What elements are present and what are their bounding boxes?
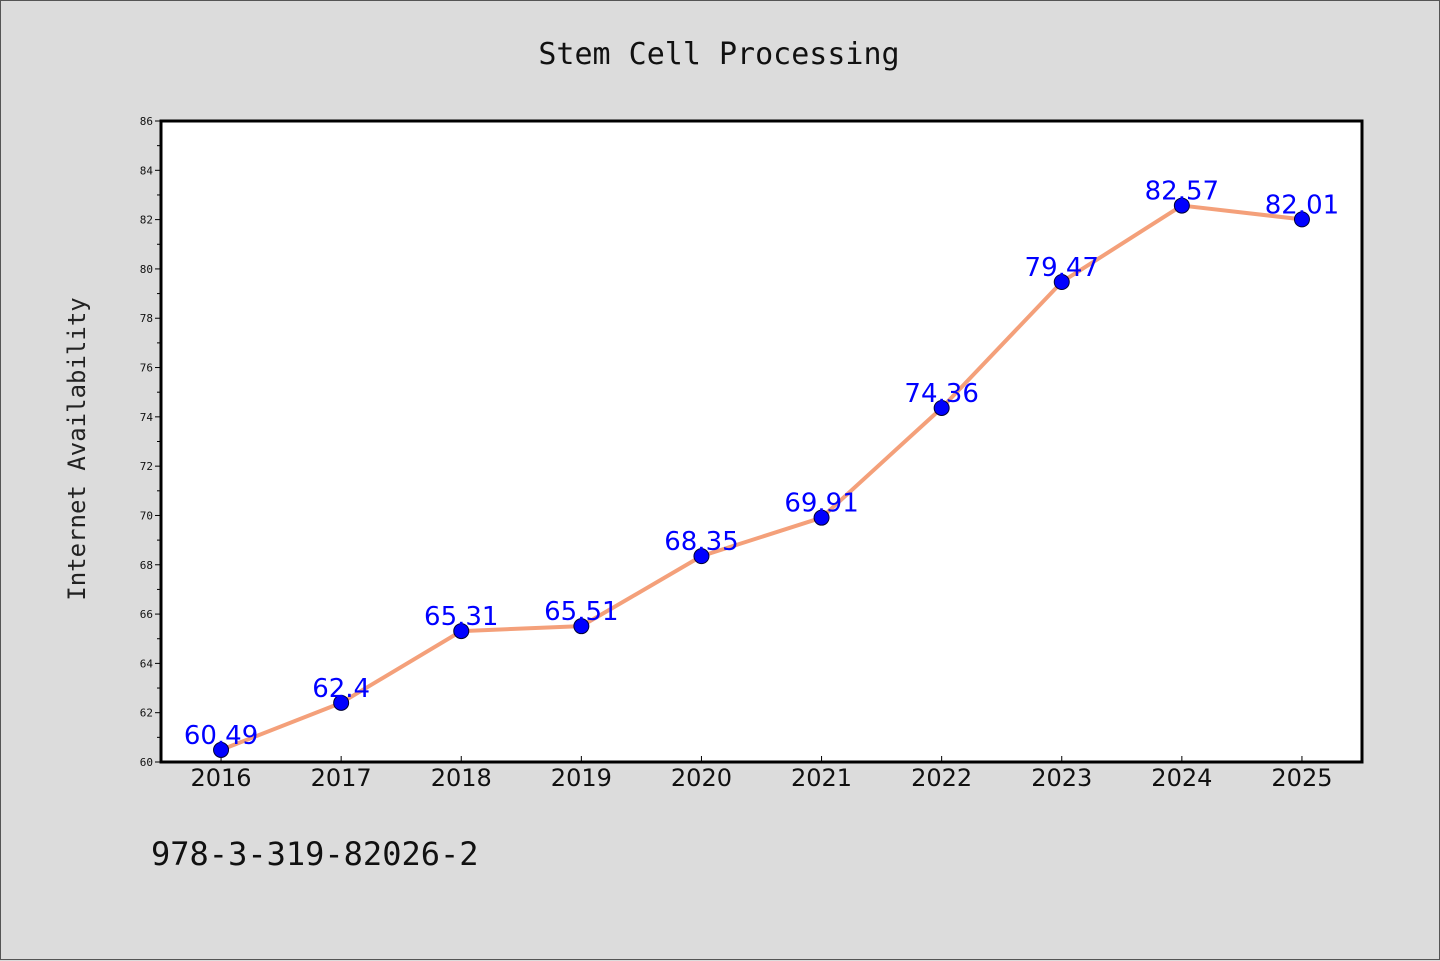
data-label: 62.4 bbox=[312, 674, 370, 704]
series-line bbox=[219, 203, 1304, 752]
y-tick-label: 80 bbox=[140, 263, 153, 276]
series-layer: 60.49 62.4 65.31 65.51 68.35 69.91 74.36 79.47 8… bbox=[184, 177, 1339, 758]
data-label: 69.91 bbox=[784, 489, 858, 519]
data-label: 82.01 bbox=[1265, 190, 1339, 220]
data-label: 68.35 bbox=[664, 527, 738, 557]
x-tick-label: 2022 bbox=[911, 764, 972, 792]
y-axis-label: Internet Availability bbox=[63, 297, 91, 600]
data-label: 82.57 bbox=[1145, 177, 1219, 207]
y-tick-label: 82 bbox=[140, 214, 153, 227]
data-point bbox=[213, 741, 230, 758]
data-point bbox=[333, 694, 350, 711]
y-tick-label: 62 bbox=[140, 707, 153, 720]
y-tick-label: 76 bbox=[140, 362, 153, 375]
x-axis: 2016 2017 2018 2019 2020 2021 2022 2023 2024 2025 bbox=[191, 756, 1332, 792]
x-tick-label: 2023 bbox=[1031, 764, 1092, 792]
y-tick-label: 68 bbox=[140, 559, 153, 572]
data-label: 65.51 bbox=[544, 597, 618, 627]
footer-isbn: 978-3-319-82026-2 bbox=[151, 835, 479, 873]
y-tick-label: 72 bbox=[140, 460, 153, 473]
y-tick-label: 74 bbox=[140, 411, 154, 424]
y-tick-label: 66 bbox=[140, 608, 153, 621]
data-point bbox=[933, 399, 950, 416]
plot-area bbox=[159, 119, 1364, 764]
data-point bbox=[1053, 273, 1070, 290]
x-tick-label: 2020 bbox=[671, 764, 732, 792]
x-tick-label: 2021 bbox=[791, 764, 852, 792]
x-tick-label: 2017 bbox=[311, 764, 372, 792]
x-tick-label: 2018 bbox=[431, 764, 492, 792]
data-label: 74.36 bbox=[904, 379, 978, 409]
x-tick-label: 2016 bbox=[191, 764, 252, 792]
data-point bbox=[573, 618, 590, 635]
data-label: 65.31 bbox=[424, 602, 498, 632]
x-tick-label: 2025 bbox=[1271, 764, 1332, 792]
y-tick-label: 84 bbox=[140, 164, 154, 177]
y-tick-label: 70 bbox=[140, 509, 153, 522]
y-tick-label: 86 bbox=[140, 115, 153, 128]
chart-title: Stem Cell Processing bbox=[538, 37, 899, 72]
y-axis: 60 62 64 66 68 70 72 74 76 78 80 82 84 86 bbox=[140, 115, 161, 769]
data-label: 60.49 bbox=[184, 721, 258, 751]
data-label: 79.47 bbox=[1025, 253, 1099, 283]
data-point bbox=[693, 548, 710, 565]
y-tick-label: 60 bbox=[140, 756, 153, 769]
data-point bbox=[1293, 211, 1310, 228]
data-point bbox=[453, 623, 470, 640]
x-tick-label: 2019 bbox=[551, 764, 612, 792]
data-point bbox=[813, 509, 830, 526]
x-tick-label: 2024 bbox=[1151, 764, 1212, 792]
y-tick-label: 78 bbox=[140, 312, 153, 325]
y-tick-label: 64 bbox=[140, 657, 154, 670]
data-point bbox=[1173, 197, 1190, 214]
